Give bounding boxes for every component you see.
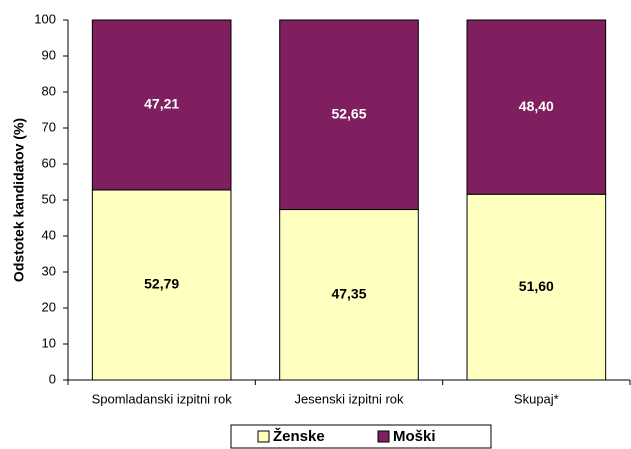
data-label: 51,60: [519, 278, 554, 294]
legend-swatch: [257, 430, 270, 443]
x-tick-label: Spomladanski izpitni rok: [92, 391, 233, 406]
y-tick-label: 80: [42, 83, 56, 98]
y-tick-label: 60: [42, 155, 56, 170]
x-tick-label: Jesenski izpitni rok: [294, 391, 404, 406]
y-tick-label: 20: [42, 299, 56, 314]
y-tick-label: 70: [42, 119, 56, 134]
legend-swatch: [377, 430, 390, 443]
y-tick-label: 100: [34, 11, 56, 26]
bar-segment: [91, 19, 232, 191]
y-tick-label: 30: [42, 263, 56, 278]
legend-label: Moški: [393, 428, 436, 445]
bar-segment: [466, 193, 607, 381]
y-tick-label: 10: [42, 335, 56, 350]
bar-segment: [91, 189, 232, 381]
y-tick-label: 50: [42, 191, 56, 206]
data-label: 52,65: [331, 105, 366, 121]
data-label: 47,35: [331, 285, 366, 301]
y-tick-label: 0: [49, 371, 56, 386]
bar-segment: [279, 209, 419, 381]
legend-box: [230, 424, 492, 449]
bar-segment: [279, 19, 419, 211]
y-tick-label: 40: [42, 227, 56, 242]
legend-label: Ženske: [273, 427, 325, 445]
x-tick-label: Skupaj*: [514, 391, 559, 406]
data-label: 47,21: [144, 96, 179, 112]
bar-segment: [466, 19, 607, 195]
y-tick-label: 90: [42, 47, 56, 62]
data-label: 52,79: [144, 276, 179, 292]
y-axis-label: Odstotek kandidatov (%): [11, 118, 27, 282]
data-label: 48,40: [519, 98, 554, 114]
